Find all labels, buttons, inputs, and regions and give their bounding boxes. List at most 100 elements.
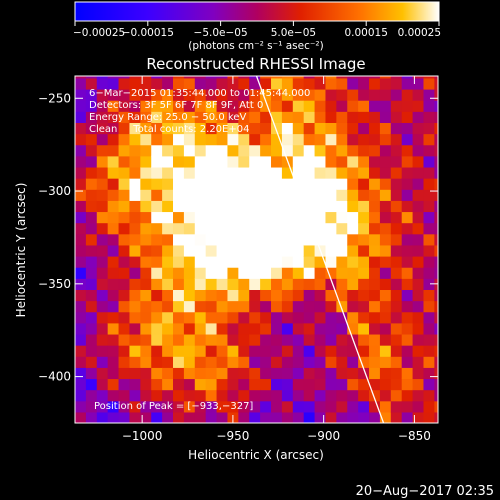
heatmap-cell: [271, 278, 283, 290]
heatmap-cell: [369, 356, 381, 368]
heatmap-cell: [140, 289, 152, 302]
heatmap-cell: [401, 76, 414, 79]
heatmap-cell: [358, 300, 370, 313]
heatmap-cell: [216, 400, 229, 413]
heatmap-cell: [140, 356, 152, 368]
heatmap-cell: [129, 400, 141, 413]
heatmap-cell: [96, 189, 109, 201]
heatmap-cell: [369, 378, 381, 391]
heatmap-cell: [140, 267, 152, 279]
heatmap-cell: [118, 222, 131, 235]
heatmap-cell: [227, 155, 239, 168]
heatmap-cell: [358, 111, 370, 123]
heatmap-cell: [412, 144, 425, 157]
heatmap-cell: [249, 345, 261, 357]
heatmap-cell: [205, 356, 218, 368]
heatmap-cell: [390, 122, 403, 135]
heatmap-cell: [129, 178, 141, 190]
heatmap-cell: [260, 77, 272, 90]
heatmap-cell: [75, 77, 87, 90]
heatmap-cell: [129, 378, 141, 391]
heatmap-cell: [118, 88, 131, 101]
heatmap-cell: [434, 289, 438, 302]
heatmap-cell: [369, 166, 381, 179]
heatmap-cell: [281, 289, 294, 302]
heatmap-cell: [292, 300, 305, 313]
heatmap-cell: [271, 189, 283, 201]
heatmap-cell: [216, 333, 229, 346]
heatmap-cell: [401, 122, 414, 135]
colorbar-tick-label: −0.00025: [73, 27, 125, 39]
heatmap-cell: [129, 233, 141, 246]
heatmap-cell: [271, 88, 283, 101]
heatmap-cell: [281, 345, 294, 357]
heatmap-cell: [75, 222, 87, 235]
heatmap-cell: [249, 166, 261, 179]
heatmap-cell: [151, 300, 163, 313]
heatmap-cell: [216, 189, 229, 201]
heatmap-cell: [390, 378, 403, 391]
heatmap-cell: [118, 244, 131, 257]
heatmap-cell: [336, 88, 348, 101]
heatmap-cell: [216, 144, 229, 157]
heatmap-cell: [183, 267, 196, 279]
heatmap-cell: [129, 122, 141, 135]
heatmap-cell: [325, 356, 337, 368]
heatmap-cell: [271, 155, 283, 168]
heatmap-cell: [314, 411, 327, 423]
heatmap-cell: [325, 345, 337, 357]
heatmap-cell: [401, 178, 414, 190]
heatmap-cell: [369, 155, 381, 168]
heatmap-cell: [379, 389, 392, 402]
heatmap-cell: [325, 378, 337, 391]
heatmap-cell: [75, 311, 87, 324]
heatmap-cell: [85, 100, 98, 112]
heatmap-cell: [401, 166, 414, 179]
heatmap-cell: [194, 76, 207, 79]
heatmap-cell: [140, 122, 152, 135]
heatmap-cell: [85, 311, 98, 324]
heatmap-cell: [75, 378, 87, 391]
heatmap-cell: [358, 367, 370, 380]
heatmap-cell: [281, 356, 294, 368]
heatmap-cell: [369, 322, 381, 335]
heatmap-cell: [183, 333, 196, 346]
heatmap-cell: [75, 233, 87, 246]
heatmap-cell: [369, 389, 381, 402]
heatmap-cells: [75, 76, 438, 423]
heatmap-cell: [96, 166, 109, 179]
heatmap-cell: [271, 322, 283, 335]
heatmap-cell: [271, 389, 283, 402]
heatmap-cell: [423, 144, 435, 157]
heatmap-cell: [107, 311, 120, 324]
heatmap-cell: [434, 378, 438, 391]
heatmap-cell: [85, 77, 98, 90]
heatmap-cell: [390, 111, 403, 123]
heatmap-cell: [118, 367, 131, 380]
heatmap-cell: [281, 211, 294, 224]
heatmap-cell: [140, 389, 152, 402]
heatmap-cell: [303, 144, 316, 157]
heatmap-cell: [434, 200, 438, 213]
heatmap-cell: [216, 322, 229, 335]
heatmap-cell: [96, 400, 109, 413]
heatmap-cell: [379, 356, 392, 368]
heatmap-cell: [271, 233, 283, 246]
heatmap-cell: [173, 278, 185, 290]
heatmap-cell: [107, 144, 120, 157]
heatmap-cell: [140, 411, 152, 423]
heatmap-cell: [281, 255, 294, 268]
heatmap-cell: [434, 77, 438, 90]
heatmap-cell: [85, 322, 98, 335]
heatmap-cell: [162, 88, 174, 101]
heatmap-cell: [162, 367, 174, 380]
heatmap-cell: [129, 345, 141, 357]
heatmap-cell: [434, 322, 438, 335]
heatmap-cell: [162, 189, 174, 201]
heatmap-cell: [314, 389, 327, 402]
heatmap-cell: [379, 222, 392, 235]
heatmap-cell: [151, 133, 163, 146]
heatmap-cell: [107, 411, 120, 423]
heatmap-cell: [281, 166, 294, 179]
heatmap-cell: [162, 278, 174, 290]
